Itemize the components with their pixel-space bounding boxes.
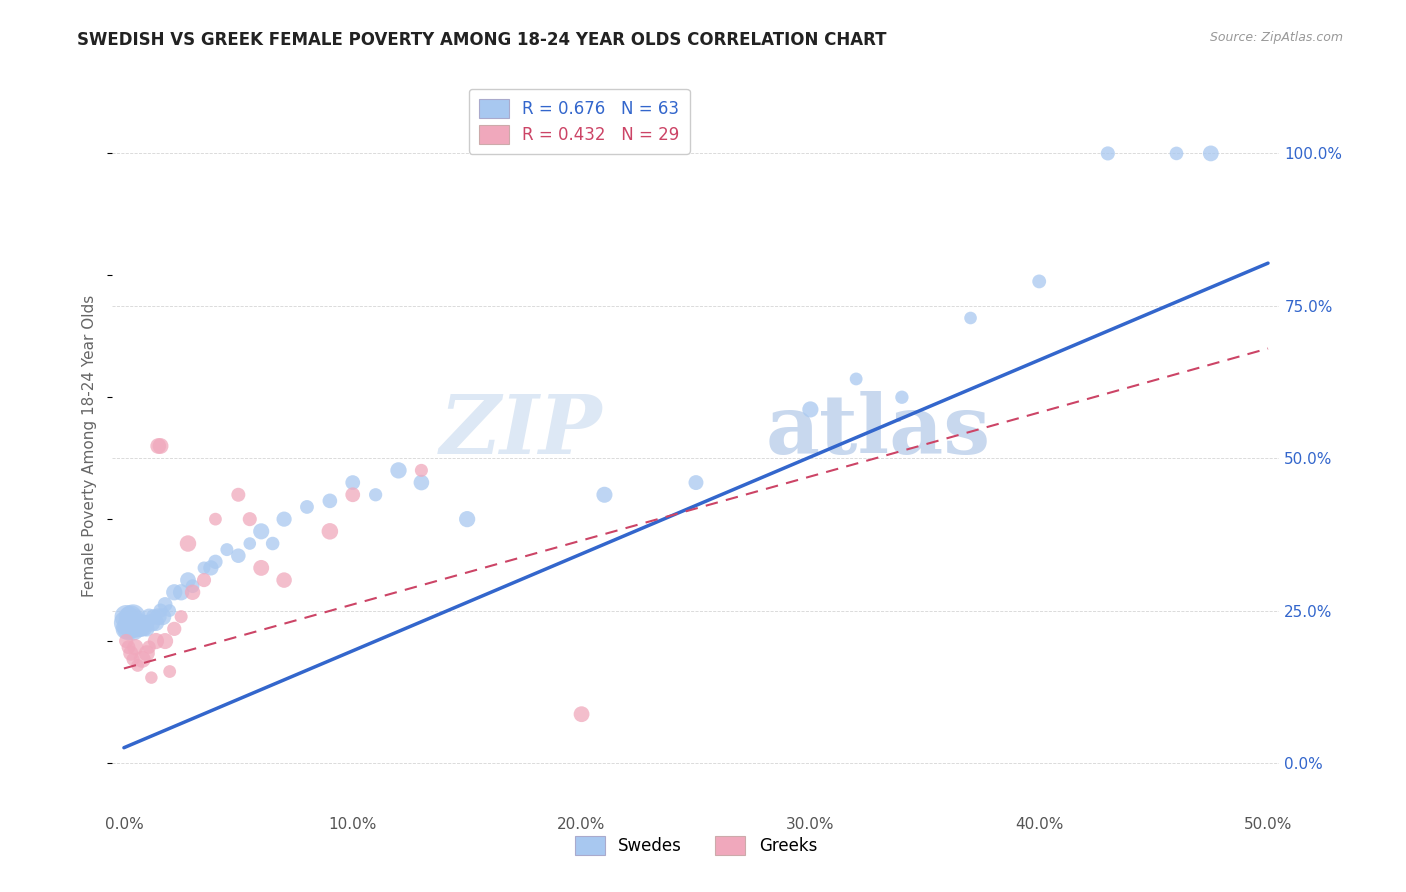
Point [115,609,138,624]
Point [141,671,163,685]
Point [200,561,222,575]
Point [273,573,295,587]
Text: ZIP: ZIP [440,392,603,471]
Point [115,615,138,630]
Point [273,512,295,526]
Point [131,652,153,666]
Legend: Swedes, Greeks: Swedes, Greeks [568,830,824,862]
Point [342,475,364,490]
Point [124,622,146,636]
Point [135,646,157,660]
Point [845,372,868,386]
Point [319,494,342,508]
Point [131,622,153,636]
Y-axis label: Female Poverty Among 18-24 Year Olds: Female Poverty Among 18-24 Year Olds [82,295,97,597]
Point [163,585,186,599]
Point [149,604,172,618]
Text: atlas: atlas [766,392,991,471]
Point [159,665,181,679]
Point [145,615,167,630]
Point [159,604,181,618]
Point [117,615,139,630]
Point [124,609,146,624]
Point [129,622,152,636]
Point [120,646,142,660]
Point [153,598,176,612]
Point [127,658,149,673]
Point [152,609,174,624]
Point [250,561,273,575]
Point [239,512,262,526]
Point [262,536,284,550]
Point [1199,146,1222,161]
Point [799,402,821,417]
Point [215,542,238,557]
Point [141,615,163,630]
Point [228,488,250,502]
Point [571,707,593,722]
Point [117,640,139,655]
Point [115,634,138,648]
Point [115,622,138,636]
Point [319,524,342,539]
Point [411,475,433,490]
Point [170,609,193,624]
Point [411,463,433,477]
Point [127,622,149,636]
Point [138,640,160,655]
Point [163,622,186,636]
Point [193,573,215,587]
Point [117,622,139,636]
Point [204,555,226,569]
Point [181,585,204,599]
Point [135,622,157,636]
Point [1097,146,1119,161]
Point [127,615,149,630]
Text: SWEDISH VS GREEK FEMALE POVERTY AMONG 18-24 YEAR OLDS CORRELATION CHART: SWEDISH VS GREEK FEMALE POVERTY AMONG 18… [77,31,887,49]
Point [153,634,176,648]
Point [181,579,204,593]
Point [122,615,145,630]
Point [148,439,170,453]
Point [204,512,226,526]
Point [193,561,215,575]
Point [170,585,193,599]
Point [250,524,273,539]
Point [120,615,142,630]
Point [456,512,478,526]
Point [131,615,153,630]
Point [685,475,707,490]
Point [124,640,146,655]
Point [120,622,142,636]
Point [959,311,981,326]
Point [117,609,139,624]
Point [149,439,172,453]
Point [364,488,387,502]
Point [1028,275,1050,289]
Point [239,536,262,550]
Point [124,615,146,630]
Point [120,609,142,624]
Point [122,652,145,666]
Point [593,488,616,502]
Point [142,609,165,624]
Point [1166,146,1188,161]
Point [129,615,152,630]
Point [228,549,250,563]
Text: Source: ZipAtlas.com: Source: ZipAtlas.com [1209,31,1343,45]
Point [295,500,318,514]
Point [145,634,167,648]
Point [122,609,145,624]
Point [148,609,170,624]
Point [387,463,409,477]
Point [177,536,200,550]
Point [177,573,200,587]
Point [134,622,156,636]
Point [342,488,364,502]
Point [138,609,160,624]
Point [135,615,157,630]
Point [122,622,145,636]
Point [890,390,912,404]
